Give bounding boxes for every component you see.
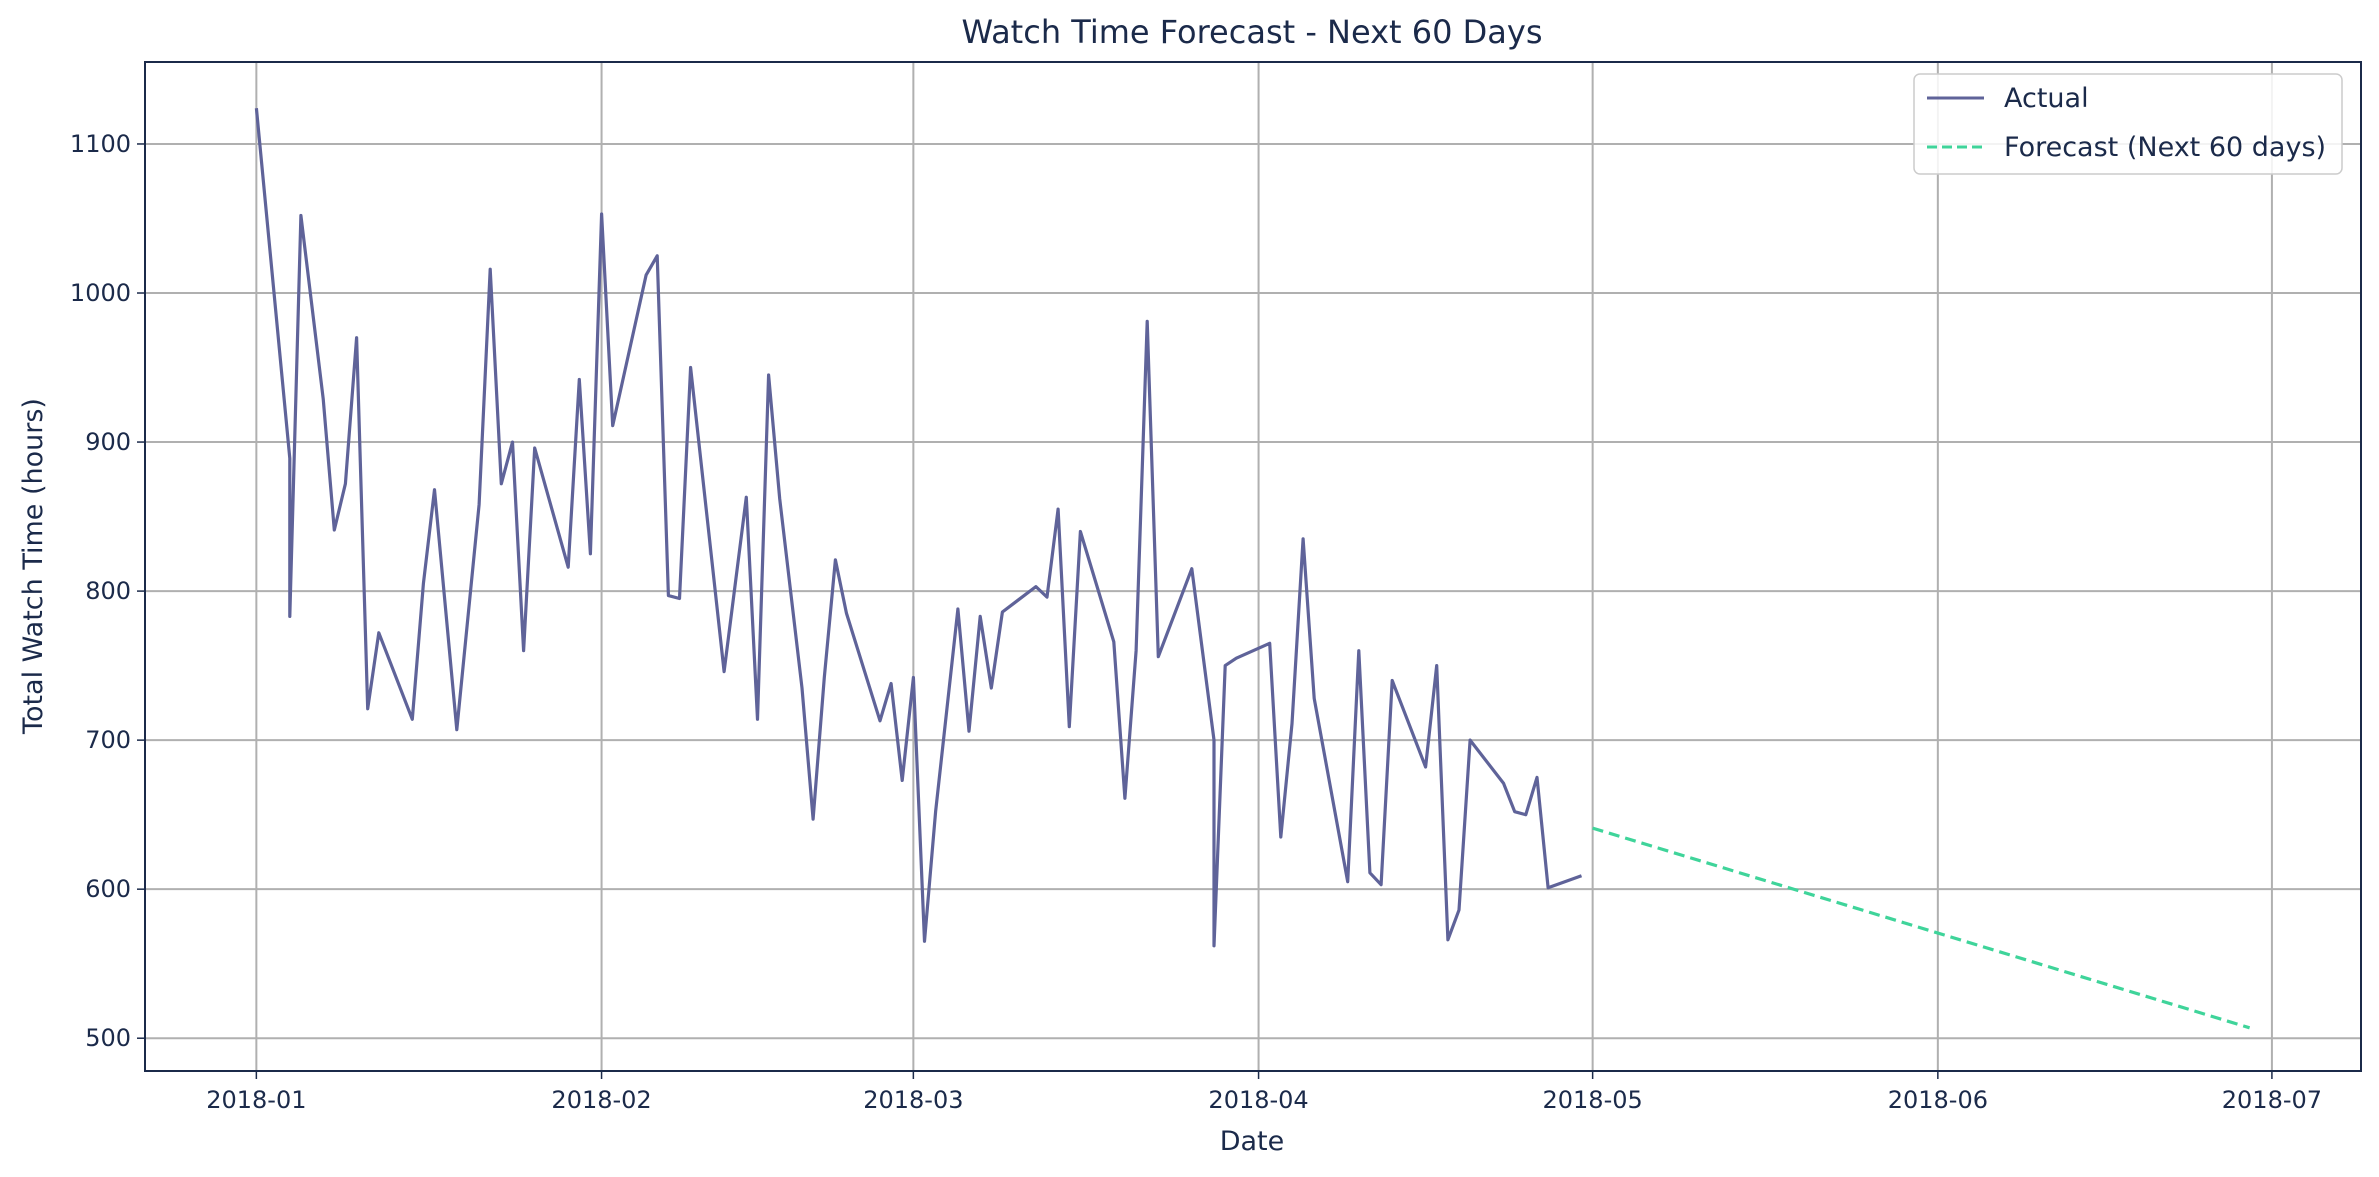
x-tick-label: 2018-03	[863, 1086, 963, 1114]
actual-series-line	[254, 108, 1583, 948]
plot-area-frame	[144, 61, 2362, 1072]
legend-label-actual: Actual	[2004, 83, 2089, 114]
legend: Actual Forecast (Next 60 days)	[1913, 73, 2343, 175]
legend-box	[1913, 73, 2343, 175]
y-axis-label: Total Watch Time (hours)	[18, 398, 49, 735]
x-tick-label: 2018-05	[1542, 1086, 1642, 1114]
forecast-series-line	[1592, 826, 2251, 1030]
y-tick-label: 1100	[70, 130, 131, 158]
x-tick-label: 2018-04	[1208, 1086, 1308, 1114]
y-tick-label: 600	[85, 875, 131, 903]
x-axis: 2018-01 2018-02 2018-03 2018-04 2018-05 2018-…	[206, 1071, 2322, 1114]
legend-label-forecast: Forecast (Next 60 days)	[2004, 132, 2326, 163]
x-tick-label: 2018-07	[2222, 1086, 2322, 1114]
series-layer	[254, 108, 2251, 1030]
chart-title: Watch Time Forecast - Next 60 Days	[961, 13, 1542, 51]
x-tick-label: 2018-06	[1888, 1086, 1988, 1114]
x-tick-label: 2018-01	[206, 1086, 306, 1114]
y-tick-label: 900	[85, 428, 131, 456]
y-tick-label: 800	[85, 577, 131, 605]
y-tick-label: 700	[85, 726, 131, 754]
x-axis-label: Date	[1220, 1126, 1285, 1157]
x-tick-label: 2018-02	[551, 1086, 651, 1114]
y-axis: 500 600 700 800 900 1000 1100	[70, 130, 145, 1052]
y-tick-label: 1000	[70, 279, 131, 307]
y-tick-label: 500	[85, 1024, 131, 1052]
